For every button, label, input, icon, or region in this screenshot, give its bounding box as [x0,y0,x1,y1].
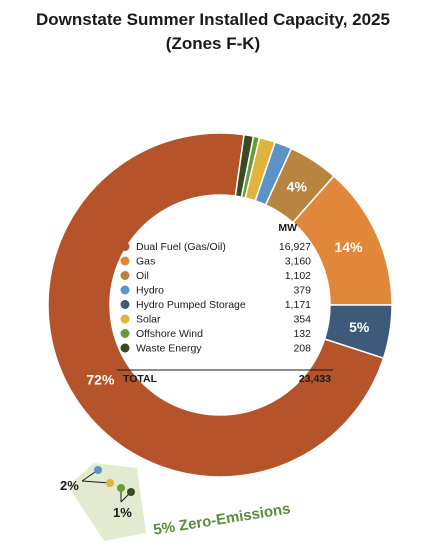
legend-swatch [120,329,130,338]
zero-emissions-label: 5% Zero-Emissions [152,500,291,538]
legend-label: Offshore Wind [136,328,203,340]
legend-value: 208 [293,343,311,355]
donut-slices [47,132,393,478]
slice-pct-label: 14% [335,239,364,255]
callout-label-2pct: 2% [60,478,79,493]
zero-emissions-highlight [68,463,146,541]
legend-label: Dual Fuel (Gas/Oil) [136,241,226,253]
legend-swatch [120,256,130,266]
legend-value: 354 [293,314,311,326]
slice-pct-label: 5% [349,319,370,335]
chart-title-line1: Downstate Summer Installed Capacity, 202… [36,10,390,29]
callout-dot-wind [117,484,125,492]
legend-swatch [120,285,130,295]
legend-swatch [120,314,130,324]
slice-pct-label: 72% [86,372,115,388]
legend-value: 16,927 [279,241,311,253]
legend-label: Oil [136,270,149,282]
legend-total-value: 23,433 [299,373,331,385]
legend: MW Dual Fuel (Gas/Oil) 16,927 Gas 3,160 Oil 1… [117,222,333,385]
chart-title-line2: (Zones F-K) [166,34,260,53]
legend-value: 132 [293,328,311,340]
legend-swatch [120,242,130,251]
slice-pct-label: 4% [287,179,308,195]
callout-dot-hydro [94,466,102,474]
callout-dot-solar [106,479,114,487]
slice-labels: 72% 4% 14% 5% [86,179,370,388]
legend-label: Gas [136,256,155,268]
callout-dot-waste [127,488,135,496]
legend-swatch [120,271,130,280]
legend-value: 379 [293,285,311,297]
callout-label-1pct: 1% [113,505,132,520]
slice-hydro-pumped-storage [323,304,393,360]
legend-units-header: MW [278,222,297,234]
legend-label: Hydro [136,285,164,297]
slice-dual-fuel-gas-oil [47,132,385,478]
small-slice-callouts: 2% 1% [60,466,135,520]
callout-line-solar [81,480,111,484]
legend-swatch [120,300,130,309]
legend-label: Waste Energy [136,343,202,355]
legend-value: 1,171 [285,299,311,311]
legend-swatch [120,343,130,353]
legend-label: Hydro Pumped Storage [136,299,246,311]
legend-label: Solar [136,314,161,326]
legend-value: 3,160 [285,256,311,268]
legend-total-label: TOTAL [123,373,158,385]
legend-value: 1,102 [285,270,311,282]
